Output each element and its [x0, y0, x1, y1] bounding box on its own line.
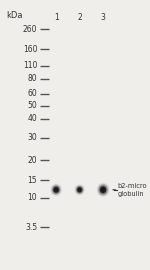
Ellipse shape — [79, 189, 81, 191]
Ellipse shape — [103, 189, 104, 190]
Text: b2-micro
globulin: b2-micro globulin — [117, 183, 147, 197]
Ellipse shape — [101, 188, 105, 192]
Ellipse shape — [77, 187, 83, 193]
Ellipse shape — [56, 189, 57, 191]
Ellipse shape — [54, 187, 58, 192]
Ellipse shape — [54, 188, 58, 192]
Text: 1: 1 — [54, 13, 58, 22]
Ellipse shape — [78, 188, 81, 191]
Ellipse shape — [52, 185, 60, 194]
Ellipse shape — [75, 185, 84, 195]
Ellipse shape — [78, 188, 81, 192]
Text: 160: 160 — [23, 45, 37, 54]
Text: 110: 110 — [23, 61, 37, 70]
Ellipse shape — [52, 186, 60, 194]
Text: 3: 3 — [101, 13, 106, 22]
Ellipse shape — [101, 187, 105, 192]
Ellipse shape — [102, 188, 104, 191]
Text: 15: 15 — [28, 176, 37, 185]
Ellipse shape — [55, 188, 57, 191]
Ellipse shape — [75, 185, 84, 194]
Ellipse shape — [76, 186, 83, 194]
Ellipse shape — [78, 188, 81, 191]
Ellipse shape — [52, 185, 61, 195]
Ellipse shape — [79, 189, 80, 190]
Ellipse shape — [100, 187, 106, 193]
Ellipse shape — [51, 184, 61, 195]
Ellipse shape — [101, 187, 105, 192]
Ellipse shape — [98, 184, 108, 196]
Ellipse shape — [102, 188, 105, 191]
Text: 2: 2 — [77, 13, 82, 22]
Text: 10: 10 — [28, 193, 37, 202]
Text: 50: 50 — [27, 101, 37, 110]
Text: 60: 60 — [27, 89, 37, 98]
Ellipse shape — [77, 187, 82, 192]
Ellipse shape — [78, 188, 81, 192]
Ellipse shape — [54, 187, 59, 193]
Ellipse shape — [99, 186, 107, 194]
Ellipse shape — [76, 186, 83, 194]
Ellipse shape — [77, 187, 82, 193]
Ellipse shape — [54, 188, 58, 192]
Ellipse shape — [53, 186, 59, 193]
Ellipse shape — [54, 188, 58, 191]
Text: 20: 20 — [28, 156, 37, 165]
Text: kDa: kDa — [7, 11, 23, 20]
Ellipse shape — [98, 184, 108, 195]
Ellipse shape — [100, 187, 106, 193]
Ellipse shape — [102, 189, 104, 191]
Text: 260: 260 — [23, 25, 37, 34]
Text: 80: 80 — [28, 74, 37, 83]
Ellipse shape — [99, 185, 107, 195]
Ellipse shape — [97, 183, 109, 196]
Ellipse shape — [55, 189, 57, 191]
Ellipse shape — [76, 186, 83, 193]
Ellipse shape — [99, 185, 107, 194]
Text: 3.5: 3.5 — [25, 223, 37, 232]
Ellipse shape — [100, 186, 106, 193]
Ellipse shape — [51, 184, 61, 195]
Ellipse shape — [78, 188, 82, 192]
Ellipse shape — [52, 185, 60, 194]
Text: 30: 30 — [27, 133, 37, 142]
Ellipse shape — [98, 184, 108, 195]
Ellipse shape — [76, 185, 84, 194]
Text: 40: 40 — [27, 114, 37, 123]
Ellipse shape — [53, 187, 59, 193]
